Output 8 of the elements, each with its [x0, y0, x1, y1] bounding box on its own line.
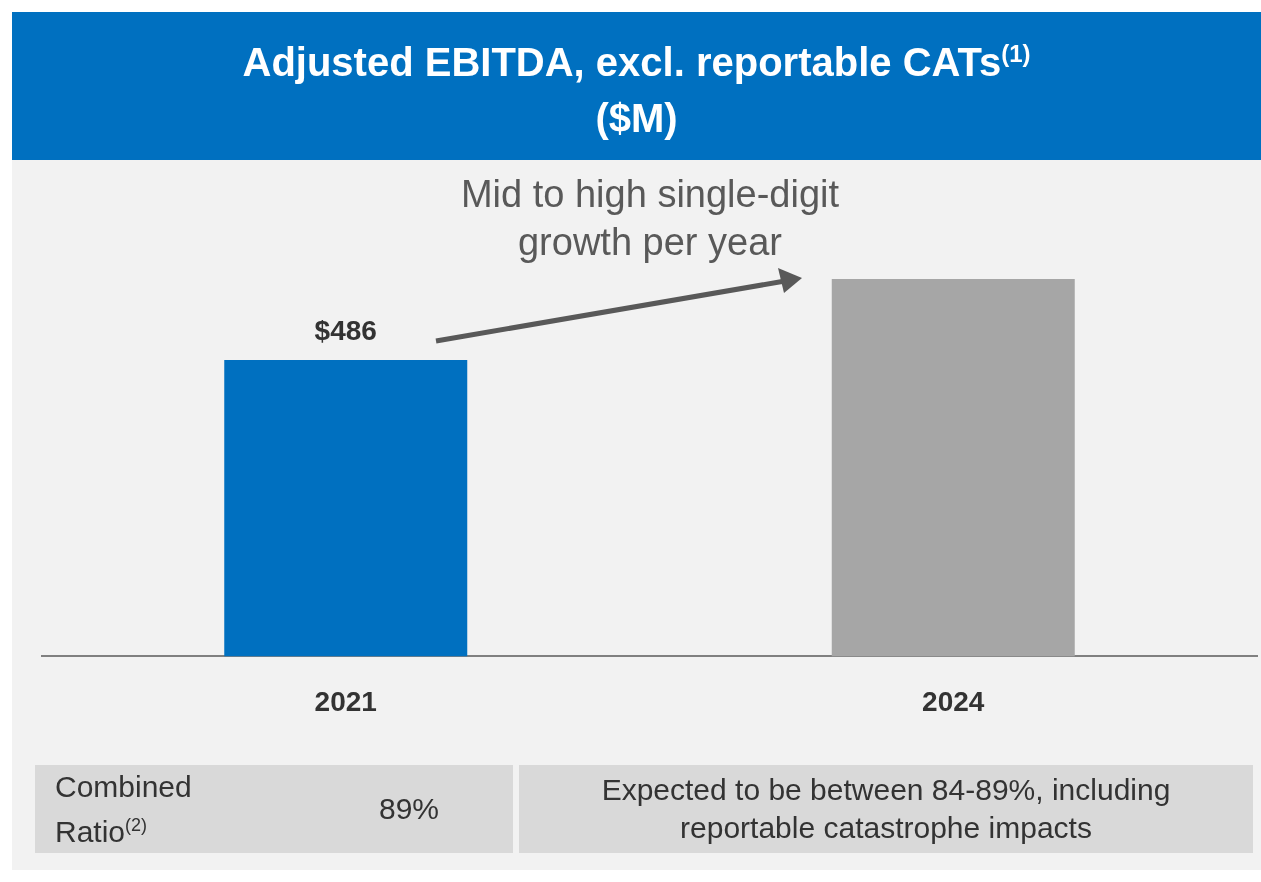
- x-tick-label: 2021: [314, 685, 377, 717]
- data-label: $486: [314, 314, 377, 346]
- text: Mid to high single-digit growth per year: [459, 172, 841, 265]
- chart-title: Adjusted EBITDA, excl. reportable CATs$^{(1)}$ ($M): [242, 39, 1031, 141]
- text: 89%: [378, 791, 440, 827]
- text: Expected to be between 84-89%, including reportable catastrophe impacts: [601, 772, 1171, 846]
- text: Combined Ratio$^{(2)}$: [55, 768, 192, 850]
- x-tick-label: 2024: [922, 685, 985, 717]
